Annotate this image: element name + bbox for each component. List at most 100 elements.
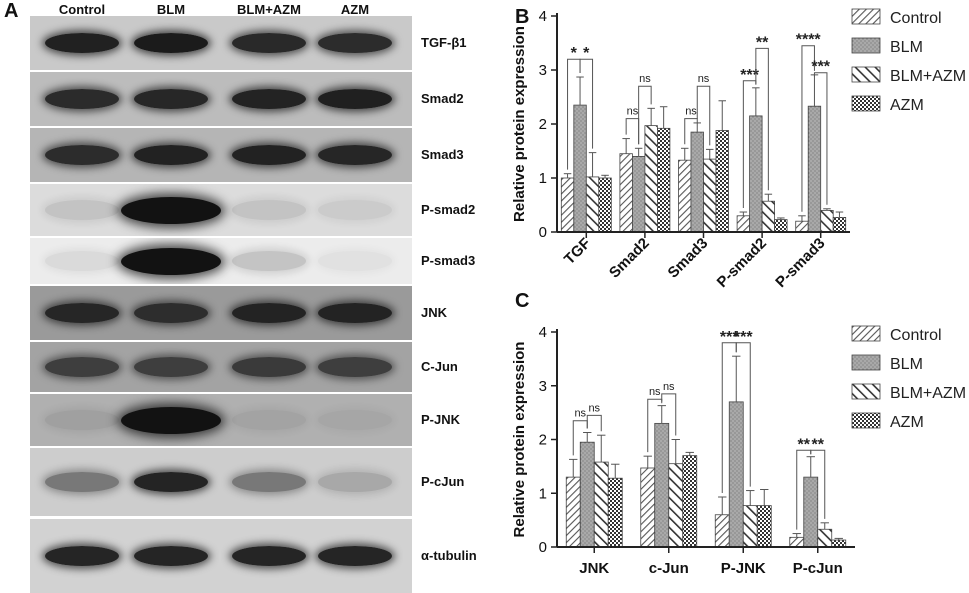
y-tick-label: 4 — [539, 8, 547, 25]
significance-bracket — [755, 47, 769, 191]
legend-label: BLM — [890, 39, 923, 56]
blot-band — [232, 472, 306, 492]
blot-band — [45, 200, 119, 220]
bar — [560, 177, 575, 233]
blot-band — [45, 33, 119, 53]
blot-strip — [30, 342, 412, 392]
y-tick-label: 2 — [539, 432, 547, 449]
significance-label: *** — [720, 329, 739, 346]
significance-label: ns — [627, 106, 639, 118]
significance-bracket — [661, 393, 677, 436]
bar — [619, 153, 633, 233]
legend-label: AZM — [890, 414, 924, 431]
significance-label: ns — [639, 73, 651, 85]
bar — [742, 505, 758, 548]
significance-label: ns — [663, 381, 675, 393]
bar — [736, 215, 751, 233]
x-tick-label: P-cJun — [793, 560, 843, 577]
significance-bracket — [579, 58, 594, 149]
blot-strip — [30, 238, 412, 284]
blot-band — [121, 196, 221, 224]
bar — [756, 505, 772, 548]
blot-band — [45, 357, 119, 377]
legend-swatch — [851, 37, 881, 54]
legend-label: BLM — [890, 356, 923, 373]
bar — [631, 155, 646, 233]
y-tick-label: 3 — [539, 62, 547, 79]
x-tick-label: P-JNK — [721, 560, 766, 577]
panel-letter-c: C — [515, 290, 530, 312]
blot-band — [318, 546, 392, 566]
chart-b-protein-expression: 0 1 2 3 4 Relative protein expression TGF Smad2… — [511, 8, 966, 291]
blot-strip — [30, 184, 412, 236]
blot-band — [134, 145, 208, 165]
significance-bracket — [696, 85, 711, 146]
bar — [832, 217, 847, 233]
blot-band — [232, 410, 306, 430]
legend-swatch — [851, 66, 881, 83]
blot-strip — [30, 128, 412, 182]
x-tick-label: Smad3 — [665, 235, 712, 282]
bar — [831, 539, 847, 548]
blot-band — [232, 200, 306, 220]
blot-band — [121, 247, 221, 275]
bar — [654, 422, 670, 548]
significance-label: ns — [649, 386, 661, 398]
y-tick-label: 3 — [539, 378, 547, 395]
blot-band — [134, 89, 208, 109]
x-tick-label: Smad2 — [606, 235, 653, 282]
blot-band — [318, 357, 392, 377]
bar — [644, 125, 658, 233]
bar — [565, 476, 581, 548]
blot-strip-label: P-cJun — [421, 474, 465, 489]
bar — [656, 127, 671, 233]
blot-band — [318, 145, 392, 165]
panel-letter-b: B — [515, 6, 530, 28]
significance-label: ns — [588, 402, 600, 414]
blot-band — [318, 410, 392, 430]
significance-label: *** — [740, 67, 759, 84]
bar — [789, 536, 805, 548]
bar — [668, 463, 684, 548]
legend-swatch — [851, 325, 881, 342]
bar — [728, 401, 744, 548]
y-tick-label: 1 — [539, 170, 547, 187]
bar — [703, 158, 717, 233]
y-tick-label: 2 — [539, 116, 547, 133]
lane-header: Control — [58, 2, 106, 17]
significance-bracket — [684, 118, 698, 145]
significance-bracket — [625, 118, 640, 145]
significance-label: *** — [734, 329, 753, 346]
blot-band — [232, 546, 306, 566]
legend-label: Control — [890, 327, 942, 344]
blot-strip — [30, 519, 412, 593]
blot-band — [45, 472, 119, 492]
blot-band — [134, 472, 208, 492]
x-tick-label: TGF — [561, 235, 594, 268]
blot-band — [318, 251, 392, 271]
bar — [573, 104, 587, 233]
blot-strip-label: α-tubulin — [421, 548, 477, 563]
x-tick-label: P-smad2 — [714, 235, 770, 291]
significance-bracket — [801, 45, 815, 212]
bar — [607, 477, 623, 548]
blot-band — [134, 546, 208, 566]
bar — [678, 159, 692, 233]
legend-swatch — [851, 354, 881, 371]
blot-band — [45, 89, 119, 109]
blot-band — [232, 89, 306, 109]
blot-strip — [30, 286, 412, 340]
significance-label: ns — [698, 73, 710, 85]
x-tick-label: JNK — [579, 560, 609, 577]
significance-bracket — [735, 342, 751, 487]
western-blot-panel: Control BLM BLM+AZM AZM TGF-β1 Smad2 Smad3 P-sm… — [30, 2, 477, 593]
blot-strip-label: TGF-β1 — [421, 35, 467, 50]
blot-band — [45, 546, 119, 566]
blot-band — [134, 303, 208, 323]
bar — [761, 200, 776, 233]
blot-band — [134, 357, 208, 377]
significance-bracket — [638, 85, 652, 145]
significance-label: ** — [798, 436, 811, 453]
blot-band — [318, 303, 392, 323]
significance-label: ns — [685, 106, 697, 118]
